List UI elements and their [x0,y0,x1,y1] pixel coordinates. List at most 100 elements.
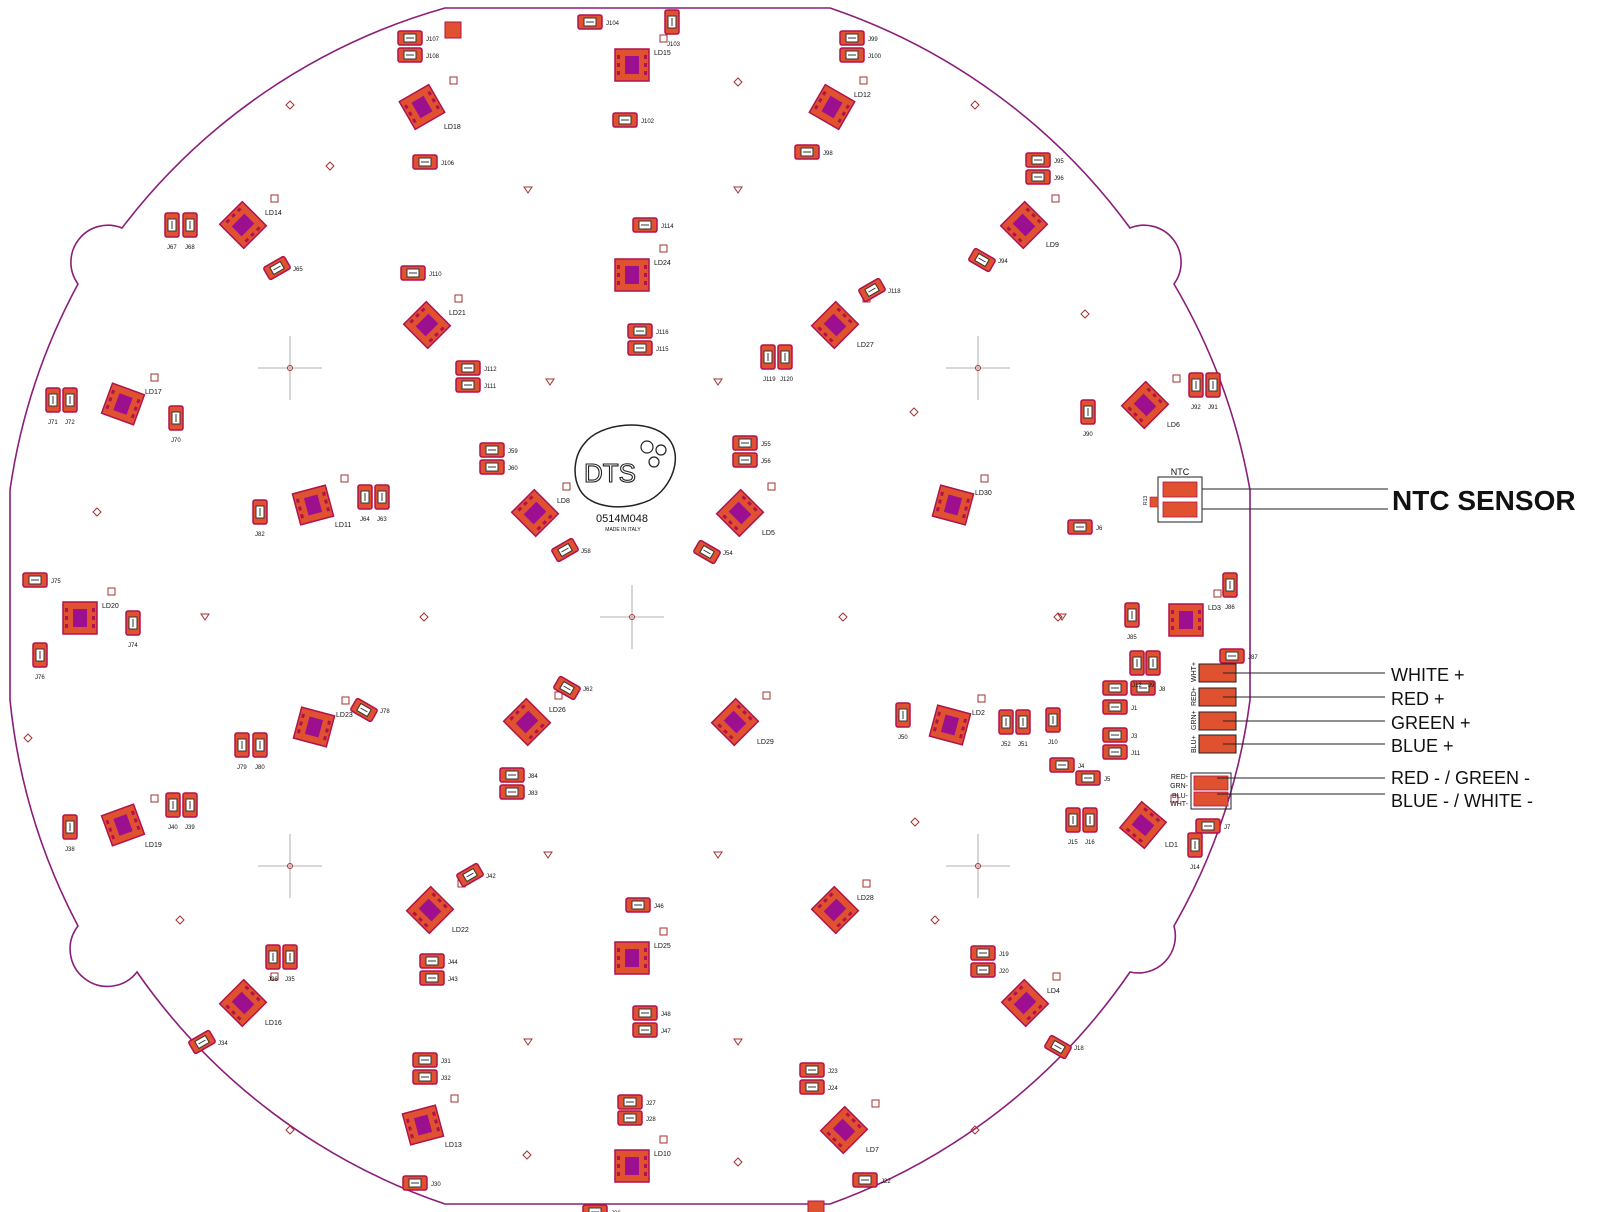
jumper-ref-label: J108 [426,54,440,60]
jumper-ref-label: J35 [285,977,295,983]
led-ld7 [819,1105,869,1155]
alignment-crosshair [258,834,322,898]
ntc-connector: NTC R13 [1143,467,1203,523]
fiducial-diamond [910,817,920,827]
jumper-ref-label: J118 [888,289,901,295]
led-ref-label: LD5 [762,530,775,537]
fiducial-diamond [733,1157,743,1167]
jumper-j71 [45,387,61,413]
jumper-j83 [499,784,525,800]
jumper-ref-label: J107 [426,37,440,43]
jumper-j14 [1187,832,1203,858]
jumper-ref-label: J9 [1148,683,1155,689]
jumper-j43 [419,970,445,986]
ntc-pad-1 [1162,481,1198,498]
led-marker [270,194,279,203]
led-ld2 [928,704,972,746]
board-outline [9,7,1251,1205]
jumper-ref-label: J22 [881,1179,891,1185]
jumper-j63 [374,484,390,510]
jumper-j55 [732,435,758,451]
jumper-ref-label: J100 [868,54,882,60]
connector-pin-label: GRN+ [1191,710,1198,730]
part-number: 0514M048 [596,513,648,525]
fiducial-diamond [909,407,919,417]
jumper-j2 [1102,680,1128,696]
jumper-ref-label: J99 [868,37,878,43]
led-marker [659,34,668,43]
jumper-j85 [1124,602,1140,628]
ntc-sensor-label: NTC SENSOR [1392,485,1576,516]
jumper-j16 [1082,807,1098,833]
led-marker [871,1099,880,1108]
connector-pin-label: WHT- [1170,801,1189,808]
led-ref-label: LD14 [265,210,282,217]
led-ref-label: LD20 [102,603,119,610]
led-ld10 [614,1149,650,1183]
jumper-ref-label: J96 [1054,176,1064,182]
jumper-j4 [1049,757,1075,773]
led-ld21 [402,300,452,350]
led-marker [1213,589,1222,598]
jumper-ref-label: J3 [1131,734,1138,740]
led-ref-label: LD27 [857,342,874,349]
led-marker [659,1135,668,1144]
jumper-ref-label: J87 [1248,655,1258,661]
jumper-j74 [125,610,141,636]
red-minus-green-minus-label: RED - / GREEN - [1391,768,1531,788]
led-ref-label: LD12 [854,92,871,99]
red-plus-label: RED + [1391,689,1445,709]
jumper-j46 [625,897,651,913]
jumper-j118 [858,277,886,303]
jumper-j32 [412,1069,438,1085]
jumper-j94 [968,247,996,273]
jumper-j56 [732,452,758,468]
jumper-ref-label: J18 [1074,1046,1084,1052]
led-marker [562,482,571,491]
jumper-j42 [456,862,484,888]
jumper-ref-label: J28 [646,1117,656,1123]
led-ld14 [218,200,268,250]
jumper-ref-label: J64 [360,517,370,523]
jumper-j12 [1129,650,1145,676]
dts-logo: DTS [574,424,677,508]
jumper-ref-label: J116 [656,330,669,336]
jumper-ref-label: J44 [448,960,458,966]
jumper-j114 [632,217,658,233]
fiducial-diamond [175,915,185,925]
led-ref-label: LD16 [265,1020,282,1027]
jumper-ref-label: J72 [65,420,75,426]
led-marker [767,482,776,491]
led-marker [150,794,159,803]
jumper-j9 [1145,650,1161,676]
alignment-crosshair [946,336,1010,400]
fiducial-diamond [285,1125,295,1135]
led-ref-label: LD8 [557,498,570,505]
fiducial-triangle [733,186,743,194]
fiducial-diamond [419,612,429,622]
fiducial-triangle [545,378,555,386]
jumper-ref-label: J4 [1078,764,1085,770]
led-ref-label: LD10 [654,1151,671,1158]
led-ld29 [710,697,760,747]
fiducial-diamond [970,1125,980,1135]
led-ref-label: LD17 [145,389,162,396]
jumper-j84 [499,767,525,783]
jumper-ref-label: J16 [1085,840,1095,846]
led-ld12 [808,83,856,131]
jumper-ref-label: J48 [661,1012,671,1018]
led-ld18 [398,83,446,131]
led-ld24 [614,258,650,292]
jumper-ref-label: J74 [128,643,138,649]
jumper-j75 [22,572,48,588]
led-ld19 [100,803,146,847]
jumper-j111 [455,377,481,393]
jumper-ref-label: J39 [185,825,195,831]
jumper-ref-label: J119 [763,377,776,383]
jumper-j26 [582,1204,608,1212]
jumper-ref-label: J1 [1131,706,1138,712]
jumper-ref-label: J46 [654,904,664,910]
connector-pin-label: GRN- [1170,783,1189,790]
led-ld25 [614,941,650,975]
